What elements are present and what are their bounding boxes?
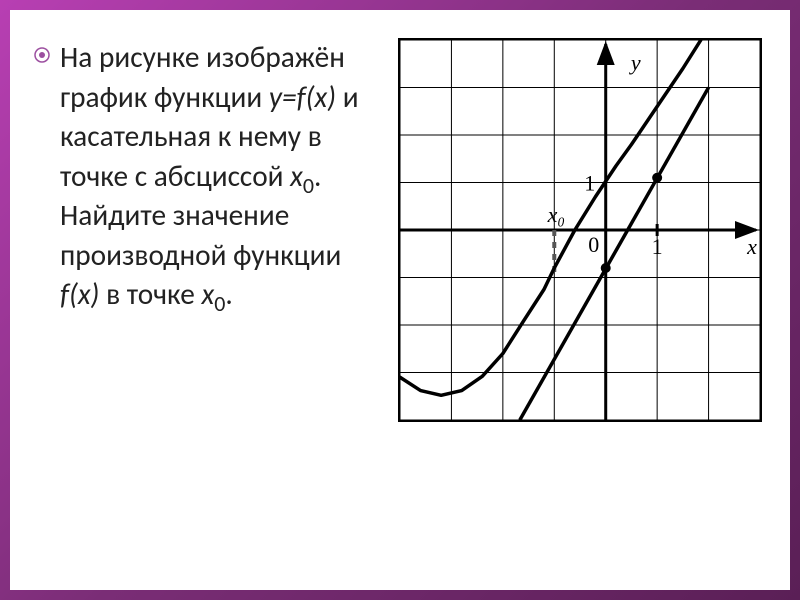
svg-text:1: 1 — [652, 234, 663, 259]
svg-text:x₀: x₀ — [547, 202, 565, 227]
right-column: y x 0 1 1 x₀ — [394, 38, 766, 422]
slide-card: На рисунке изображён график функции y=f(… — [10, 10, 790, 590]
chart-frame: y x 0 1 1 x₀ — [398, 38, 762, 422]
left-column: На рисунке изображён график функции y=f(… — [34, 38, 374, 315]
chart-svg: y x 0 1 1 x₀ — [400, 40, 760, 420]
svg-text:y: y — [629, 50, 641, 75]
svg-text:x: x — [746, 234, 757, 259]
svg-text:1: 1 — [584, 171, 595, 196]
problem-text: На рисунке изображён график функции y=f(… — [60, 38, 374, 315]
bullet-icon — [34, 47, 50, 63]
svg-text:0: 0 — [588, 232, 599, 257]
